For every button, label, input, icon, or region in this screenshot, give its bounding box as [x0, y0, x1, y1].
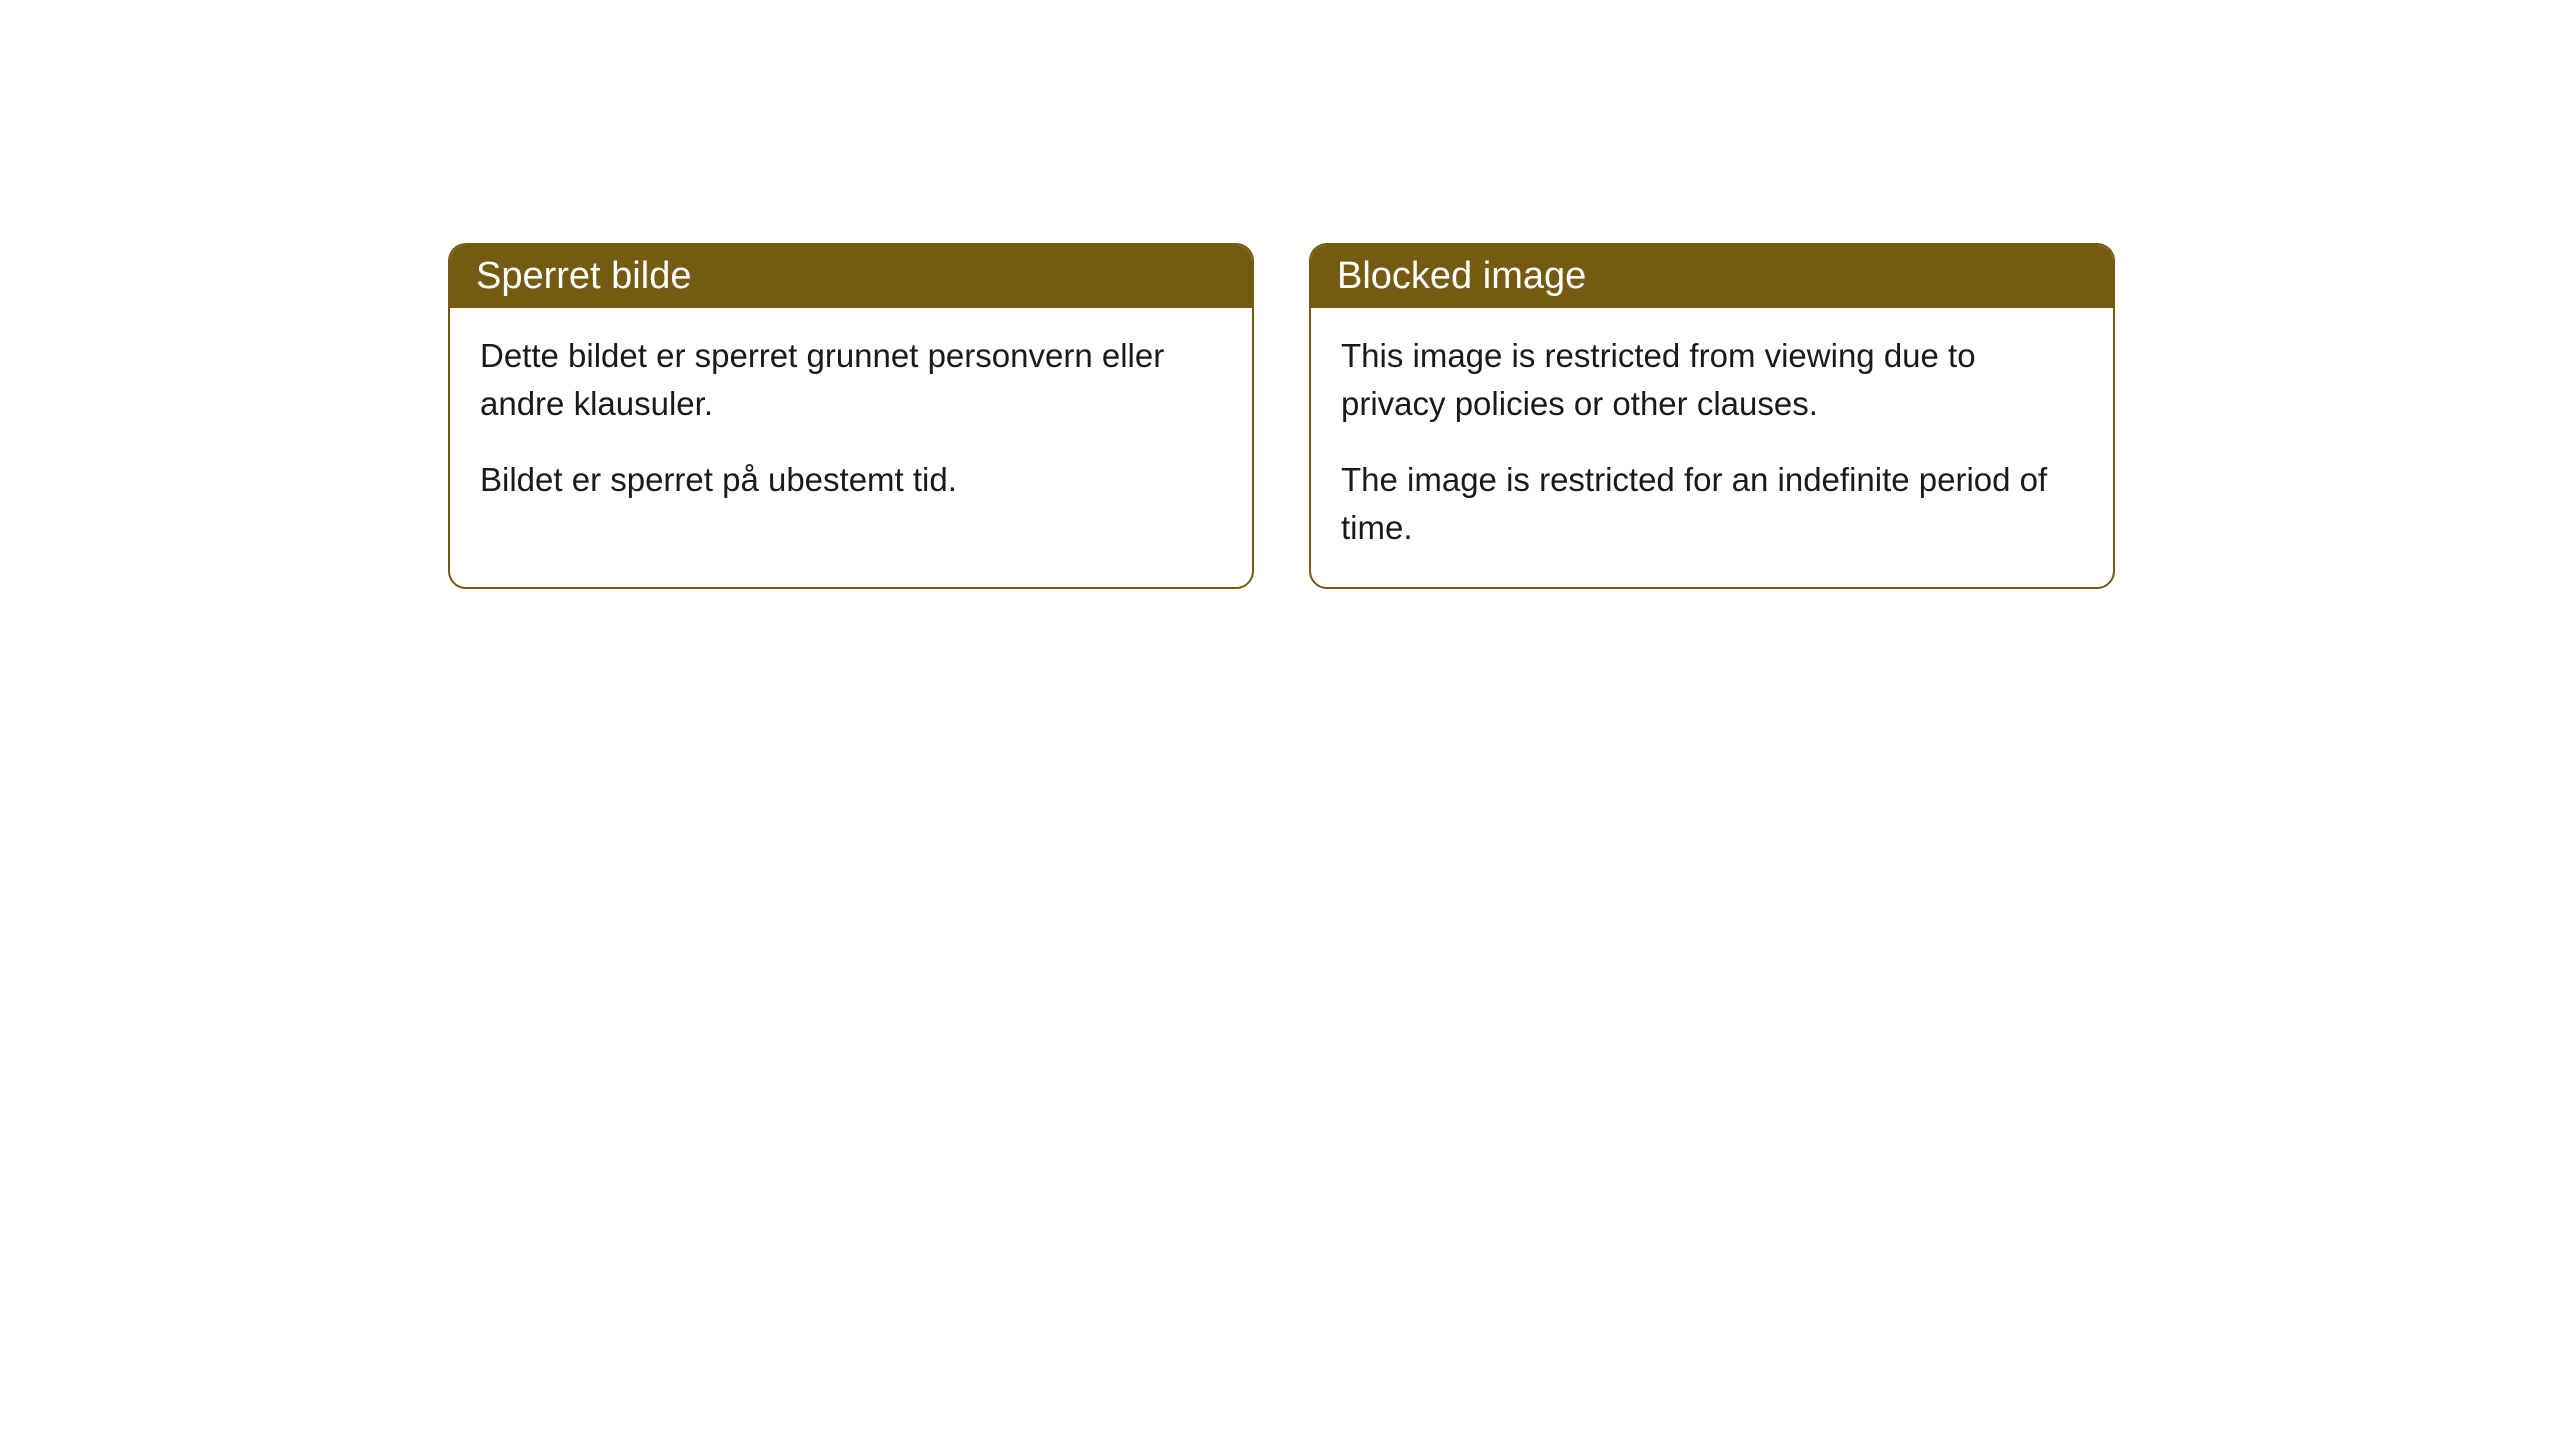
card-body-norwegian: Dette bildet er sperret grunnet personve… [450, 308, 1252, 540]
card-paragraph: Dette bildet er sperret grunnet personve… [480, 332, 1222, 428]
card-title: Blocked image [1337, 255, 1586, 297]
card-paragraph: This image is restricted from viewing du… [1341, 332, 2083, 428]
notice-cards-container: Sperret bilde Dette bildet er sperret gr… [448, 243, 2115, 589]
notice-card-english: Blocked image This image is restricted f… [1309, 243, 2115, 589]
card-header-english: Blocked image [1311, 245, 2113, 308]
card-title: Sperret bilde [476, 255, 691, 297]
card-paragraph: Bildet er sperret på ubestemt tid. [480, 456, 1222, 504]
notice-card-norwegian: Sperret bilde Dette bildet er sperret gr… [448, 243, 1254, 589]
card-body-english: This image is restricted from viewing du… [1311, 308, 2113, 587]
card-paragraph: The image is restricted for an indefinit… [1341, 456, 2083, 552]
card-header-norwegian: Sperret bilde [450, 245, 1252, 308]
